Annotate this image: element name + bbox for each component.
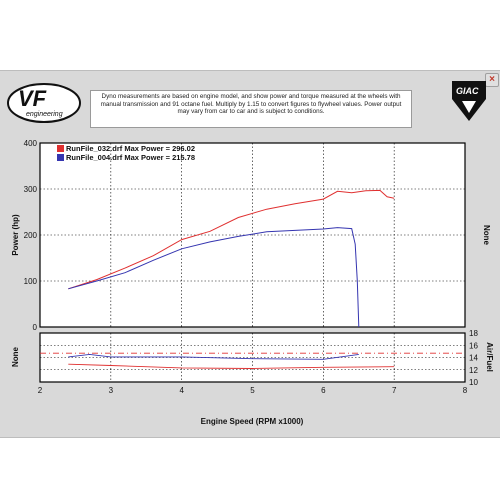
legend-label-2: RunFile_004.drf Max Power = 215.78 bbox=[66, 153, 195, 162]
airfuel-y-ticks: 10 12 14 16 18 bbox=[469, 329, 478, 387]
airfuel-y-tick-label: 14 bbox=[469, 354, 478, 363]
power-y-tick-label: 400 bbox=[24, 139, 38, 148]
airfuel-series-line-1 bbox=[68, 363, 395, 369]
right-axis-label: None bbox=[482, 225, 491, 246]
legend-swatch-red bbox=[57, 145, 64, 152]
x-tick-label: 6 bbox=[321, 386, 326, 395]
power-y-tick-label: 0 bbox=[33, 323, 38, 332]
y-axis-label: Power (hp) bbox=[11, 214, 20, 256]
power-y-tick-label: 100 bbox=[24, 277, 38, 286]
airfuel-y-tick-label: 10 bbox=[469, 378, 478, 387]
airfuel-grid bbox=[40, 333, 465, 382]
svg-text:engineering: engineering bbox=[26, 111, 63, 118]
x-ticks: 2 3 4 5 6 7 8 bbox=[38, 386, 468, 395]
svg-text:VF: VF bbox=[18, 86, 47, 111]
x-tick-label: 7 bbox=[392, 386, 397, 395]
power-y-tick-label: 200 bbox=[24, 231, 38, 240]
legend-swatch-blue bbox=[57, 154, 64, 161]
legend: RunFile_032.drf Max Power = 296.02 RunFi… bbox=[57, 144, 195, 162]
x-tick-label: 4 bbox=[179, 386, 184, 395]
power-y-ticks: 0 100 200 300 400 bbox=[24, 139, 38, 332]
power-series-line-1 bbox=[68, 189, 395, 290]
x-tick-label: 3 bbox=[109, 386, 114, 395]
close-button[interactable]: × bbox=[485, 73, 499, 87]
airfuel-series bbox=[40, 352, 465, 369]
x-tick-label: 5 bbox=[250, 386, 255, 395]
x-tick-label: 2 bbox=[38, 386, 43, 395]
power-series-line-2 bbox=[68, 227, 360, 328]
airfuel-y-tick-label: 12 bbox=[469, 366, 478, 375]
legend-label-1: RunFile_032.drf Max Power = 296.02 bbox=[66, 144, 195, 153]
giac-logo: GIAC bbox=[452, 81, 486, 121]
svg-text:GIAC: GIAC bbox=[456, 86, 479, 96]
x-tick-label: 8 bbox=[463, 386, 468, 395]
power-series bbox=[68, 189, 395, 328]
power-grid bbox=[40, 143, 465, 327]
airfuel-left-label: None bbox=[11, 346, 20, 367]
power-y-tick-label: 300 bbox=[24, 185, 38, 194]
disclaimer-text: Dyno measurements are based on engine mo… bbox=[90, 90, 412, 128]
airfuel-y-tick-label: 18 bbox=[469, 329, 478, 338]
airfuel-axis-label: Air/Fuel bbox=[485, 342, 494, 372]
vf-engineering-logo: VF engineering bbox=[7, 83, 81, 123]
x-axis-label: Engine Speed (RPM x1000) bbox=[201, 417, 304, 426]
airfuel-series-line-2 bbox=[68, 353, 359, 360]
airfuel-y-tick-label: 16 bbox=[469, 341, 478, 350]
